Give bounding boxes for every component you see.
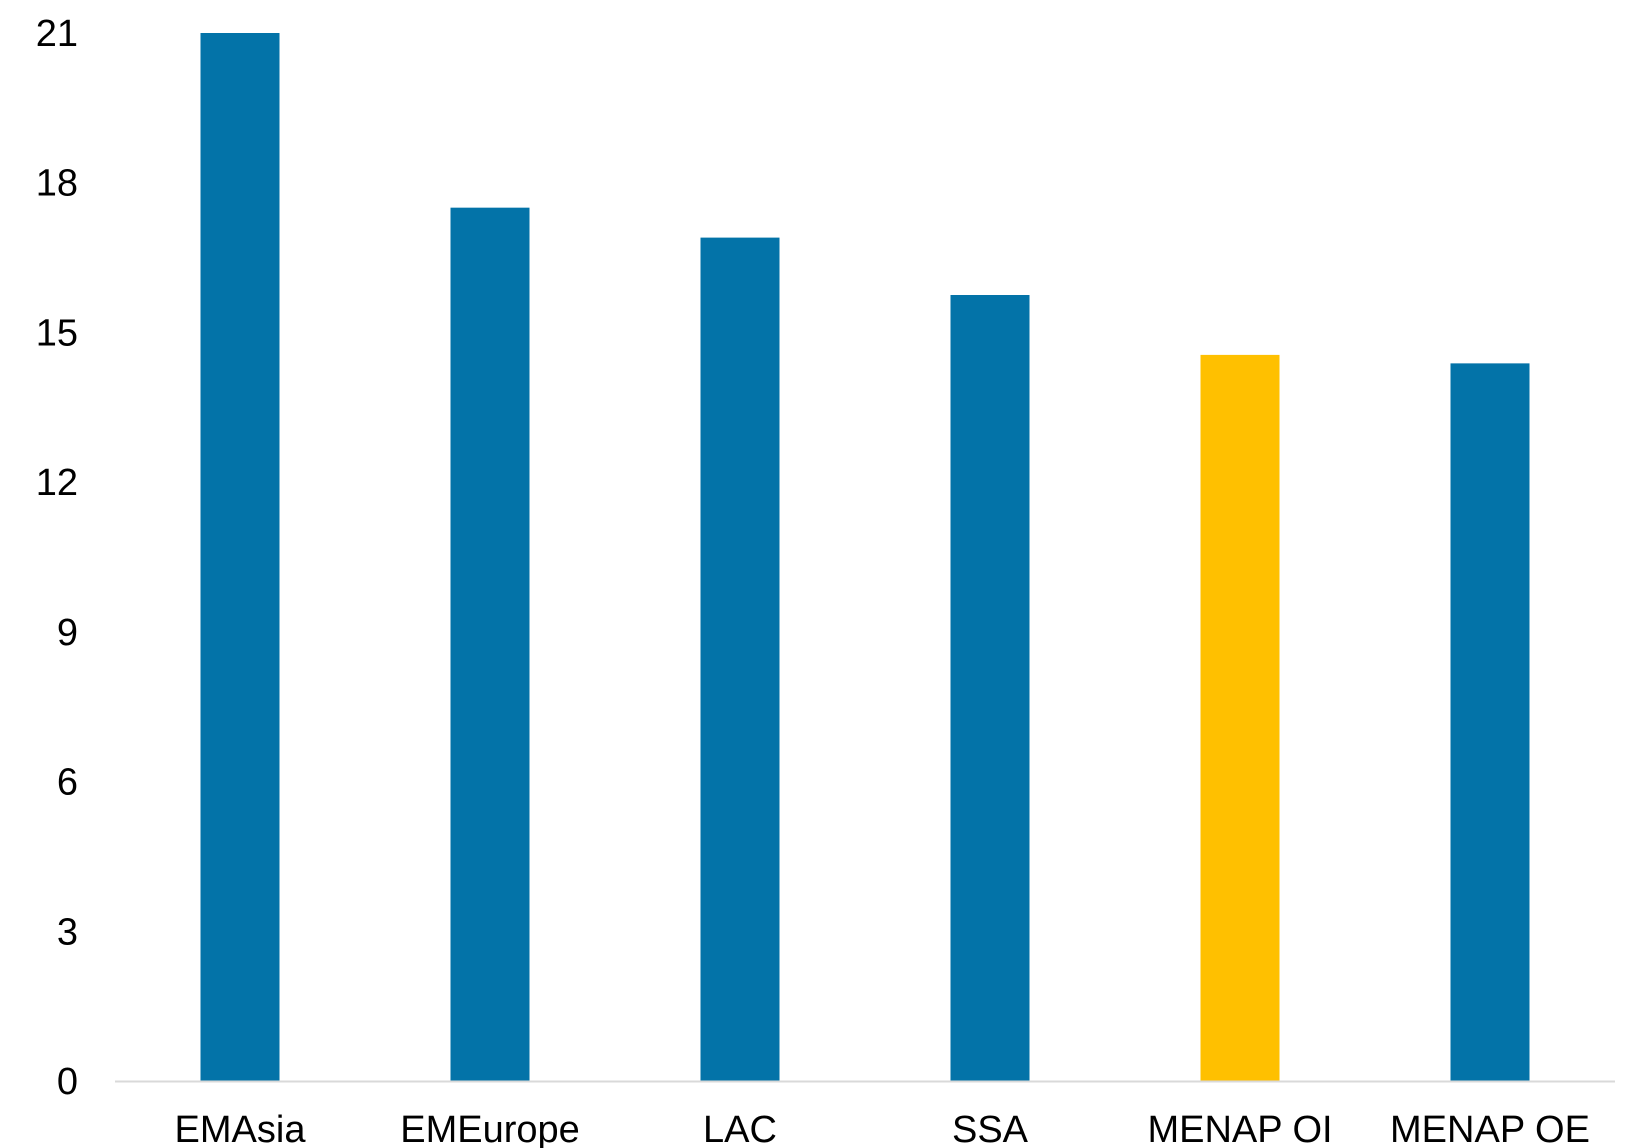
bars [200, 33, 1530, 1082]
y-tick-label: 21 [36, 13, 78, 55]
y-tick-label: 9 [57, 612, 78, 654]
y-tick-label: 18 [36, 163, 78, 205]
bar-emeurope [450, 207, 530, 1081]
y-tick-label: 12 [36, 462, 78, 504]
x-tick-label: SSA [952, 1109, 1029, 1148]
y-tick-label: 3 [57, 911, 78, 953]
y-tick-label: 15 [36, 312, 78, 354]
y-tick-label: 0 [57, 1061, 78, 1103]
bar-ssa [950, 295, 1030, 1081]
bar-menap-oe [1450, 363, 1530, 1082]
x-tick-label: MENAP OI [1147, 1109, 1332, 1148]
x-tick-label: LAC [703, 1109, 777, 1148]
x-tick-label: EMAsia [175, 1109, 307, 1148]
y-axis-ticks: 0 3 6 9 12 15 18 21 [36, 13, 78, 1103]
x-tick-label: EMEurope [400, 1109, 580, 1148]
bar-lac [700, 237, 780, 1082]
bar-menap-oi [1200, 354, 1280, 1081]
y-tick-label: 6 [57, 762, 78, 804]
bar-emasia [200, 33, 280, 1081]
x-tick-label: MENAP OE [1390, 1109, 1590, 1148]
x-axis-labels: EMAsia EMEurope LAC SSA MENAP OI MENAP OE [175, 1109, 1590, 1148]
